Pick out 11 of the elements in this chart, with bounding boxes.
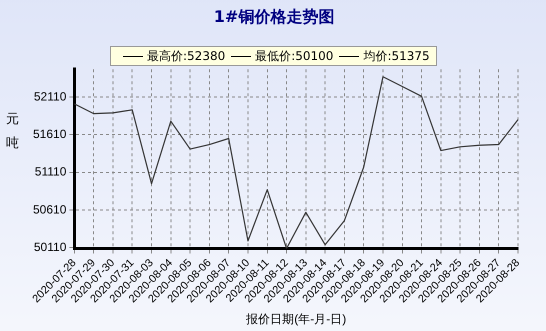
text: 最高价:52380 xyxy=(147,49,226,63)
text: 最低价:50100 xyxy=(255,49,334,63)
text: 均价:51375 xyxy=(363,49,430,63)
y-tick-label: 52110 xyxy=(34,89,67,104)
chart-title: 1#铜价格走势图 xyxy=(214,6,334,26)
y-tick-label: 50610 xyxy=(32,202,67,216)
x-axis-title: 报价日期(年-月-日) xyxy=(245,312,346,326)
y-axis-title: 元吨 xyxy=(6,111,20,153)
y-tick-label: 51610 xyxy=(32,127,67,142)
y-tick-label: 50110 xyxy=(34,240,67,254)
y-tick-label: 51110 xyxy=(34,164,67,179)
